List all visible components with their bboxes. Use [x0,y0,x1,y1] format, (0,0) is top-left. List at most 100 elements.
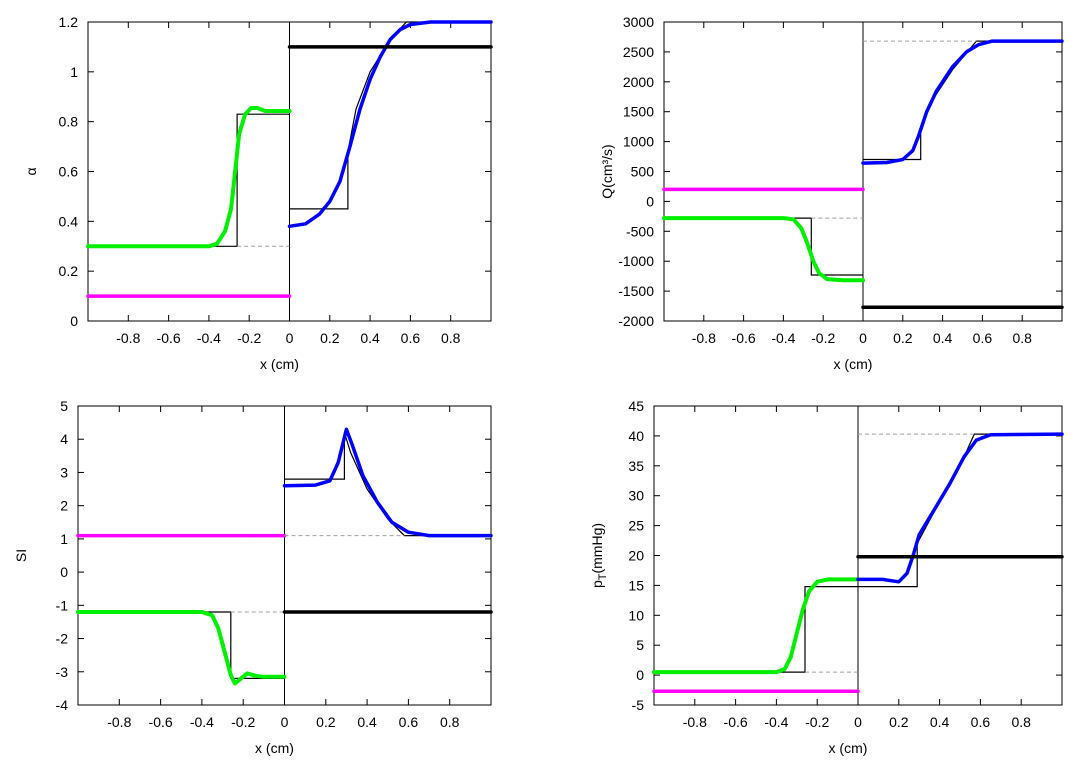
x-tick-label: -0.2 [805,714,829,730]
series-left-numeric [652,577,860,675]
x-tick-label: -0.2 [811,330,835,346]
y-tick-label: 0 [70,313,78,329]
panel-alpha: 0 0.2 0.4 0.6 0.8 1 1.2 -0.8 -0.6 -0.4 -0.2 0 0.2 0.4… [23,14,493,372]
x-axis-label: x (cm) [255,740,294,756]
x-tick-label: 0.2 [889,714,909,730]
y-tick-label: 2000 [623,74,654,90]
y-tick-label: 45 [628,398,644,414]
series-left-exact [654,586,858,673]
panel-pT: -5 0 5 10 15 20 25 30 35 40 45 -0.8 -0.6 -0.4 -0.2 0 0.2… [589,398,1064,756]
x-axis-label: x (cm) [834,356,873,372]
y-tick-label: -1000 [618,253,654,269]
y-tick-label: 2 [60,498,68,514]
x-axis-label: x (cm) [260,356,299,372]
y-tick-label: 500 [631,164,655,180]
y-tick-label: -3 [56,664,69,680]
plot-frame-left [663,21,864,322]
y-tick-label: -4 [56,697,69,713]
x-tick-label: 0 [286,330,294,346]
x-tick-label: 0.4 [360,330,380,346]
x-tick-label: 0 [854,714,862,730]
y-axis-label: pT(mmHg) [589,523,609,588]
y-tick-label: 0.6 [59,164,79,180]
x-tick-label: -0.8 [692,330,716,346]
x-tick-label: 0.8 [1011,714,1031,730]
y-tick-label: 2500 [623,44,654,60]
y-tick-label: 15 [628,577,644,593]
y-tick-label: 3 [60,464,68,480]
x-tick-label: 0.6 [971,714,991,730]
x-tick-label: 0.6 [973,330,993,346]
plot-frame-left [77,405,285,706]
y-tick-label: 1 [70,64,78,80]
x-tick-label: 0.8 [1012,330,1032,346]
series-left-numeric [76,610,287,686]
plot-frame-right [289,21,492,322]
x-tick-label: 0 [281,714,289,730]
x-tick-label: 0.6 [401,330,421,346]
y-tick-label: -2 [56,631,69,647]
y-tick-label: 4 [60,431,68,447]
x-tick-label: 0.8 [441,330,461,346]
x-tick-label: 0.2 [316,714,336,730]
y-tick-label: 30 [628,488,644,504]
plot-frame-left [653,405,859,706]
panel-SI: -4 -3 -2 -1 0 1 2 3 4 5 -0.8 -0.6 -0.4 -0.2 0 0.2 0.4 0.6… [13,398,493,756]
plot-frame-right [284,405,492,706]
series-right-numeric [282,427,493,538]
y-tick-label: -1500 [618,283,654,299]
y-tick-label: 3000 [623,14,654,30]
x-tick-label: 0.2 [893,330,913,346]
y-tick-label: 0 [636,667,644,683]
plot-frame-right [862,21,1063,322]
x-tick-label: -0.6 [157,330,181,346]
y-tick-label: 10 [628,607,644,623]
y-tick-label: 0.4 [59,213,79,229]
x-tick-label: -0.4 [771,330,795,346]
series-left-numeric [86,106,292,249]
x-tick-label: 0.8 [440,714,460,730]
y-axis-label: Q(cm³/s) [599,144,615,198]
x-tick-label: -0.2 [231,714,255,730]
y-tick-label: -2000 [618,313,654,329]
x-tick-label: -0.6 [724,714,748,730]
x-axis-label: x (cm) [829,740,868,756]
y-tick-label: 0 [60,564,68,580]
y-axis-label: SI [13,549,29,562]
x-tick-label: 0.4 [933,330,953,346]
y-tick-label: 35 [628,458,644,474]
x-tick-label: -0.6 [149,714,173,730]
x-tick-label: -0.6 [732,330,756,346]
x-tick-label: -0.8 [107,714,131,730]
panel-Q: -2000 -1500 -1000 -500 0 500 1000 1500 2000 2500 3… [599,14,1064,372]
series-right-exact [289,21,491,210]
series-right-exact [858,433,1062,588]
x-tick-label: -0.4 [197,330,221,346]
y-tick-label: 5 [60,398,68,414]
y-tick-label: -1 [56,597,69,613]
x-tick-label: -0.2 [237,330,261,346]
y-tick-label: 1500 [623,104,654,120]
series-left-exact [88,113,290,247]
y-tick-label: 1000 [623,134,654,150]
series-right-numeric [856,432,1064,584]
series-left-exact [78,611,285,679]
series-left-numeric [662,216,865,283]
y-tick-label: 0.8 [59,114,79,130]
y-tick-label: -500 [626,223,654,239]
series-left-exact [664,217,863,276]
y-tick-label: -5 [632,697,645,713]
x-tick-label: -0.8 [683,714,707,730]
series-right-exact [863,40,1062,161]
y-tick-label: 40 [628,428,644,444]
x-tick-label: 0.2 [320,330,340,346]
y-axis-label: α [23,167,39,175]
x-tick-label: -0.4 [764,714,788,730]
series-right-exact [284,432,491,537]
y-tick-label: 25 [628,518,644,534]
x-tick-label: 0.4 [357,714,377,730]
y-tick-label: 0.2 [59,263,79,279]
y-tick-label: 5 [636,637,644,653]
x-tick-label: 0.6 [399,714,419,730]
